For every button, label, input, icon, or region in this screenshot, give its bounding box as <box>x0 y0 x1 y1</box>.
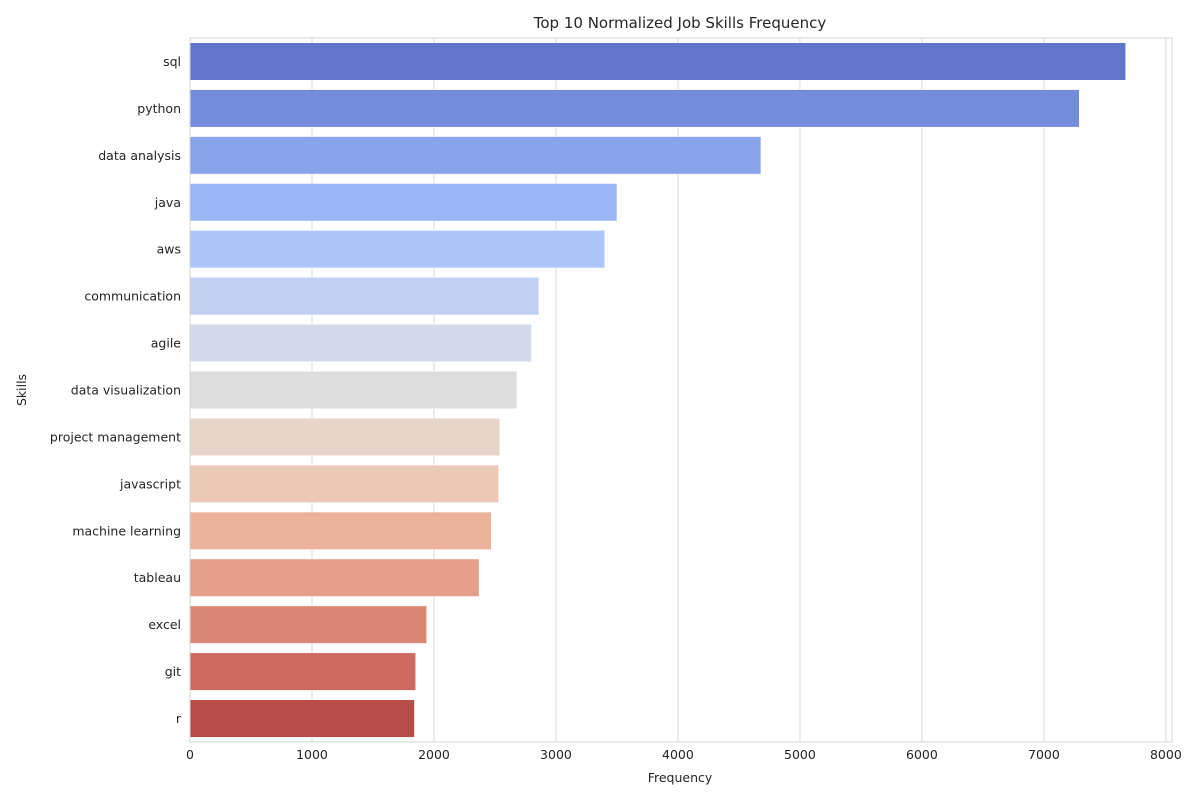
bars <box>189 42 1126 738</box>
bar <box>189 370 518 410</box>
y-tick-label: data analysis <box>98 148 181 163</box>
y-tick-label: r <box>176 711 182 726</box>
y-tick-label: tableau <box>134 570 181 585</box>
bar <box>189 324 532 363</box>
bar <box>189 605 427 644</box>
bar <box>189 89 1080 128</box>
y-tick-label: aws <box>157 242 181 257</box>
bar <box>189 558 480 597</box>
x-axis-label: Frequency <box>648 770 713 785</box>
y-tick-label: sql <box>163 54 181 69</box>
bar <box>189 417 501 456</box>
x-tick-label: 1000 <box>296 747 328 762</box>
bar <box>189 699 415 738</box>
y-axis-label: Skills <box>14 374 29 406</box>
bar <box>189 464 499 503</box>
x-tick-label: 5000 <box>784 747 816 762</box>
bar <box>189 230 606 269</box>
x-tick-label: 2000 <box>418 747 450 762</box>
y-tick-label: agile <box>151 336 182 351</box>
x-tick-labels: 0 1000 2000 3000 4000 5000 6000 7000 8000 <box>186 747 1182 762</box>
bar <box>189 183 618 222</box>
plot-border <box>189 37 1173 743</box>
plot-frame <box>189 37 1173 743</box>
y-tick-label: java <box>154 195 181 210</box>
y-tick-label: git <box>165 664 181 679</box>
y-tick-label: data visualization <box>71 383 181 398</box>
y-tick-labels: sql python data analysis java aws communicati… <box>50 54 182 726</box>
chart-title: Top 10 Normalized Job Skills Frequency <box>533 14 827 32</box>
x-tick-label: 4000 <box>662 747 694 762</box>
y-tick-label: javascript <box>119 476 181 491</box>
bar <box>189 42 1126 81</box>
bar <box>189 511 492 550</box>
y-tick-label: python <box>137 101 181 116</box>
y-tick-label: excel <box>148 617 181 632</box>
x-tick-label: 0 <box>186 747 194 762</box>
y-tick-label: machine learning <box>72 523 181 538</box>
x-tick-label: 7000 <box>1028 747 1060 762</box>
bar <box>189 277 540 316</box>
x-tick-label: 6000 <box>906 747 938 762</box>
bar <box>189 652 416 691</box>
y-tick-label: project management <box>50 429 181 444</box>
bar <box>189 136 762 175</box>
y-tick-label: communication <box>84 289 181 304</box>
x-tick-label: 3000 <box>540 747 572 762</box>
x-tick-label: 8000 <box>1150 747 1182 762</box>
